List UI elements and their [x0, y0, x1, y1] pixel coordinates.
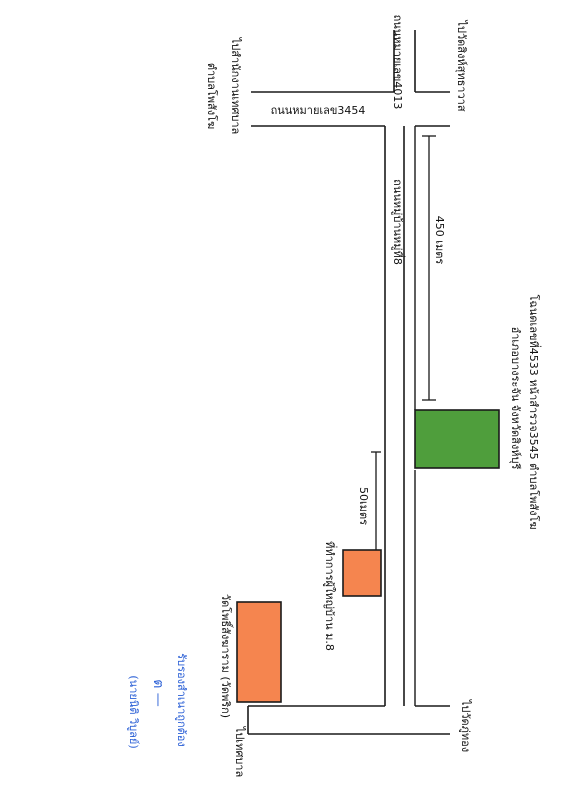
label-road-4013: ถนนหมายเลข4013	[391, 14, 404, 110]
label-to-wat-phu-thong: ไปวัดภู่ทอง	[459, 699, 472, 753]
label-to-subdistrict-office: ไปสำนักงานเทศบาล	[229, 37, 242, 135]
signer-name: (นายนิติ วิบูลย์)	[127, 675, 140, 749]
temple-marker	[236, 601, 282, 703]
label-to-wat-sing: ไปวัดสิงห์สุทธาวาส	[455, 20, 468, 112]
label-distance-450: 450 เมตร	[433, 215, 446, 265]
label-distance-50: 50เมตร	[357, 486, 370, 526]
signature-mark: ต —	[150, 679, 166, 707]
village-office-marker	[342, 549, 382, 597]
certification-text: รับรองสำเนาถูกต้อง	[175, 653, 188, 747]
label-subdistrict-name: ตำบลโพสังโฆ	[205, 62, 218, 130]
label-deed-line2: อำเภอบางระจัน จังหวัดสิงห์บุรี	[509, 326, 522, 470]
label-village-road: ถนนหมู่บ้านหมู่ที่8	[391, 179, 404, 265]
label-road-3454: ถนนหมายเลข3454	[270, 104, 366, 117]
label-deed-line1: โฉนดเลขที่4533 หน้าสำรวจ3545 ตำบลโพสังโฆ	[527, 294, 540, 530]
label-village-head-office: ที่ทำการผู้ใหญ่บ้าน ม.8	[323, 541, 336, 651]
land-plot-marker	[414, 409, 500, 469]
label-to-municipality: ไปเทศบาล	[233, 726, 246, 778]
label-temple: วัดโพธิ์สังฆาราม (วัดพริก)	[219, 593, 232, 719]
